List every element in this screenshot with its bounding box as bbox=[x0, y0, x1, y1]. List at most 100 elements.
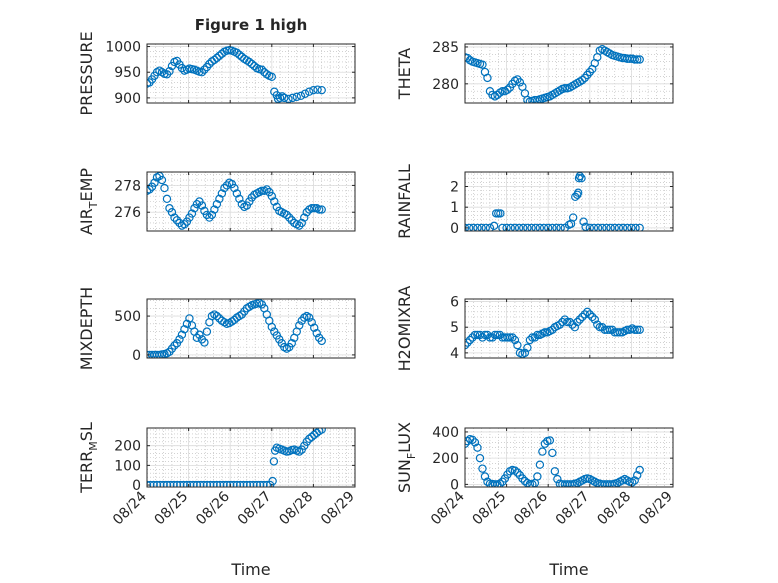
data-point bbox=[540, 328, 550, 337]
data-point bbox=[527, 223, 536, 231]
data-series-theta bbox=[465, 44, 644, 103]
data-point bbox=[469, 223, 478, 231]
data-point bbox=[578, 75, 587, 85]
data-point bbox=[520, 348, 530, 358]
y-tick-label: 200 bbox=[114, 439, 141, 455]
data-point bbox=[568, 213, 578, 222]
data-point bbox=[473, 223, 482, 231]
data-point bbox=[310, 323, 319, 332]
data-point bbox=[267, 191, 276, 201]
data-series-rainfall bbox=[465, 172, 644, 231]
axes-box bbox=[146, 43, 356, 104]
data-point bbox=[197, 201, 207, 210]
data-point bbox=[315, 428, 324, 436]
data-point bbox=[605, 325, 614, 334]
data-point bbox=[585, 223, 594, 231]
data-point bbox=[182, 319, 192, 329]
data-point bbox=[202, 210, 212, 220]
y-tick-label: 5 bbox=[450, 320, 459, 336]
data-point bbox=[525, 479, 535, 487]
data-point bbox=[538, 447, 547, 456]
data-point bbox=[222, 181, 232, 190]
data-point bbox=[475, 453, 485, 463]
data-point bbox=[287, 339, 296, 348]
axes-background bbox=[147, 428, 355, 487]
data-point bbox=[533, 472, 542, 481]
data-point bbox=[480, 472, 490, 481]
data-point bbox=[518, 474, 527, 483]
data-point bbox=[502, 223, 511, 231]
data-point bbox=[295, 221, 304, 230]
data-point bbox=[603, 325, 612, 334]
data-point bbox=[147, 79, 152, 88]
y-tick-label: 6 bbox=[450, 295, 459, 311]
y-axis-label: MIXDEPTH bbox=[77, 287, 96, 370]
data-point bbox=[237, 199, 247, 209]
data-point bbox=[284, 94, 293, 103]
data-point bbox=[200, 65, 209, 74]
data-point bbox=[217, 189, 227, 198]
data-point bbox=[544, 223, 553, 231]
data-point bbox=[513, 340, 522, 350]
data-point bbox=[480, 330, 490, 340]
y-tick-label: 0 bbox=[450, 221, 459, 237]
data-point bbox=[581, 222, 590, 231]
data-point bbox=[583, 307, 592, 317]
y-axis-label: PRESSURE bbox=[77, 31, 96, 115]
data-point bbox=[210, 55, 219, 65]
axes-background bbox=[465, 299, 673, 358]
data-point bbox=[528, 333, 537, 342]
data-point bbox=[508, 333, 517, 342]
data-point bbox=[503, 333, 512, 342]
y-tick-label: 4 bbox=[450, 346, 459, 362]
data-point bbox=[465, 335, 475, 345]
data-point bbox=[267, 322, 276, 332]
axes-background bbox=[465, 428, 673, 487]
data-point bbox=[610, 223, 619, 231]
data-point bbox=[305, 87, 314, 96]
data-point bbox=[305, 313, 314, 322]
data-point bbox=[496, 209, 505, 218]
data-point bbox=[205, 59, 214, 69]
data-point bbox=[550, 467, 560, 476]
data-point bbox=[267, 72, 276, 82]
data-point bbox=[292, 92, 301, 102]
data-point bbox=[548, 448, 557, 458]
y-axis-label: H2OMIXRA bbox=[395, 286, 414, 372]
x-tick-label: 08/29 bbox=[318, 489, 358, 529]
data-point bbox=[210, 205, 219, 214]
data-point bbox=[545, 436, 555, 445]
y-tick-label: 2 bbox=[450, 179, 459, 195]
axes-box bbox=[464, 43, 674, 104]
data-point bbox=[513, 468, 522, 477]
data-point bbox=[485, 223, 495, 231]
data-point bbox=[185, 314, 194, 323]
data-point bbox=[296, 91, 306, 101]
data-point bbox=[483, 73, 492, 83]
data-point bbox=[220, 183, 229, 193]
data-point bbox=[555, 320, 565, 329]
data-point bbox=[309, 85, 318, 95]
data-point bbox=[539, 223, 549, 231]
data-point bbox=[167, 208, 177, 217]
data-point bbox=[531, 223, 540, 231]
data-point bbox=[602, 223, 611, 231]
data-point bbox=[468, 435, 477, 444]
data-point bbox=[192, 199, 202, 209]
data-point bbox=[608, 325, 617, 334]
data-series-h2omixra bbox=[465, 307, 644, 358]
data-point bbox=[315, 205, 324, 214]
y-axis-label: AIRTEMP bbox=[77, 168, 100, 235]
y-tick-label: 278 bbox=[114, 178, 141, 194]
data-point bbox=[162, 194, 172, 204]
y-tick-label: 400 bbox=[432, 425, 459, 441]
y-axis-label: THETA bbox=[395, 48, 414, 100]
data-point bbox=[523, 223, 532, 231]
subplot-rainfall: 0 1 2 RAINFALL bbox=[395, 164, 674, 239]
data-point bbox=[478, 464, 487, 473]
y-tick-label: 285 bbox=[432, 40, 459, 56]
data-point bbox=[212, 53, 222, 63]
subplot-sun-flux: 0 200 400 08/24 08/25 08/26 08/27 08/28 08/29 Tim… bbox=[395, 422, 676, 579]
data-point bbox=[588, 312, 597, 322]
